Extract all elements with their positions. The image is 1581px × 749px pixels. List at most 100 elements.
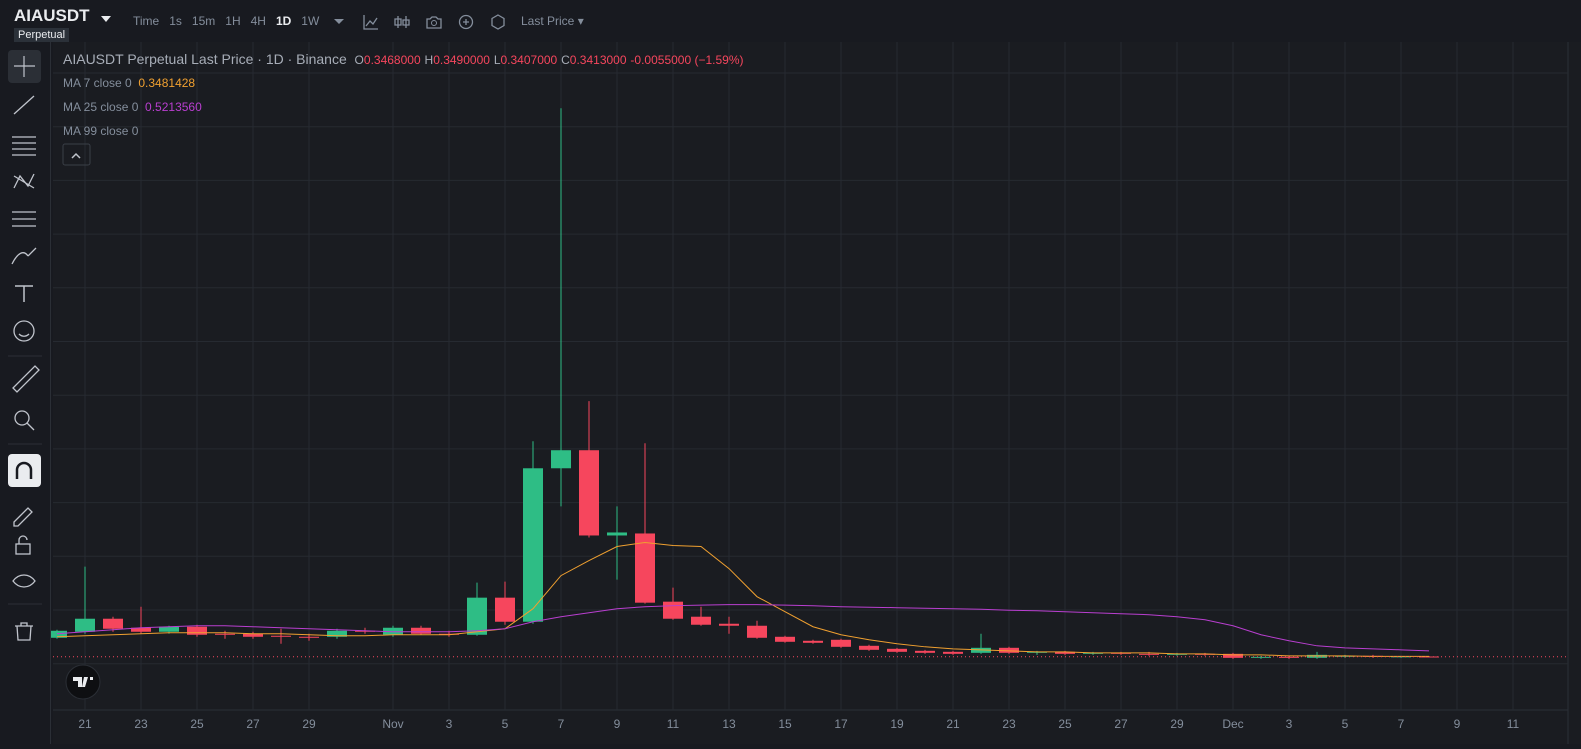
- interval-button[interactable]: 15m: [191, 14, 216, 28]
- interval-button[interactable]: 1D: [275, 14, 292, 28]
- candle-body: [467, 597, 487, 635]
- pattern-tool[interactable]: [13, 173, 35, 189]
- candle-body: [327, 630, 347, 637]
- candle-body: [383, 627, 403, 635]
- chart-type-icon[interactable]: [394, 16, 410, 28]
- close-label: C: [561, 53, 570, 67]
- candle-body: [859, 645, 879, 650]
- x-tick-label: 27: [1114, 717, 1128, 731]
- candle-body: [523, 468, 543, 622]
- visibility-tool[interactable]: [12, 574, 36, 588]
- candle-body: [1251, 656, 1271, 658]
- candle-body: [47, 630, 67, 638]
- candle-body: [915, 650, 935, 653]
- zoom-tool[interactable]: [14, 410, 30, 426]
- chart-legend: AIAUSDT Perpetual Last Price · 1D · Bina…: [63, 51, 744, 67]
- candle-body: [1195, 653, 1215, 655]
- collapse-icon: [71, 152, 81, 159]
- snapshot-lens: [431, 20, 437, 26]
- lock-drawing-tool[interactable]: [13, 507, 33, 527]
- top-toolbar: AIAUSDT Perpetual Time 1s 15m 1H 4H 1D 1W Last…: [0, 0, 1581, 42]
- text-tool[interactable]: [15, 285, 33, 302]
- brush-tool[interactable]: [11, 247, 37, 265]
- candle-body: [243, 633, 263, 637]
- x-tick-label: 9: [1454, 717, 1461, 731]
- ma-legend: MA 25 close 0 0.5213560: [63, 100, 202, 114]
- candle-body: [691, 616, 711, 625]
- candle-body: [159, 626, 179, 632]
- x-tick-label: 23: [134, 717, 148, 731]
- x-tick-label: 17: [834, 717, 848, 731]
- symbol-dropdown[interactable]: [101, 16, 111, 22]
- candle-body: [1279, 656, 1299, 658]
- x-tick-label: 7: [1398, 717, 1405, 731]
- change-value: -0.0055000 (−1.59%): [630, 53, 744, 67]
- candle-body: [75, 618, 95, 632]
- emoji-smile: [18, 333, 30, 337]
- price-type-label: Last Price: [521, 14, 575, 28]
- price-type[interactable]: Last Price ▾: [521, 14, 584, 28]
- candle-body: [1167, 653, 1187, 655]
- high-value: 0.3490000: [433, 53, 490, 67]
- candle-body: [299, 636, 319, 638]
- logo-glyph: [73, 677, 93, 687]
- candle-body: [747, 625, 767, 638]
- candle-body: [1027, 651, 1047, 653]
- x-tick-label: 29: [1170, 717, 1184, 731]
- trendline-tool[interactable]: [13, 95, 35, 115]
- x-tick-label: 29: [302, 717, 316, 731]
- legend-title: AIAUSDT Perpetual Last Price · 1D · Bina…: [63, 51, 347, 67]
- add-icon[interactable]: [458, 14, 474, 30]
- x-tick-label: 15: [778, 717, 792, 731]
- open-label: O: [354, 53, 364, 67]
- candle-body: [887, 648, 907, 652]
- candle-body: [131, 627, 151, 632]
- crosshair-icon: [14, 56, 35, 77]
- ma-label: MA 25 close 0: [63, 100, 139, 114]
- interval-button[interactable]: Time: [133, 14, 160, 28]
- symbol[interactable]: AIAUSDT: [14, 6, 90, 25]
- x-tick-label: 9: [614, 717, 621, 731]
- projection-tool[interactable]: [12, 211, 36, 227]
- fib-tool[interactable]: [12, 136, 36, 156]
- x-tick-label: 5: [1342, 717, 1349, 731]
- interval-button[interactable]: 1s: [169, 14, 182, 28]
- more-intervals[interactable]: [334, 19, 344, 24]
- high-label: H: [424, 53, 434, 67]
- ruler-tool[interactable]: [12, 365, 40, 393]
- delete-tool[interactable]: [15, 622, 33, 641]
- snapshot-icon[interactable]: [426, 16, 442, 29]
- ma-label: MA 99 close 0: [63, 124, 139, 138]
- interval-button[interactable]: 1W: [301, 14, 320, 28]
- candle-body: [411, 627, 431, 634]
- drawing-tools: [8, 50, 42, 641]
- settings-icon[interactable]: [491, 14, 505, 30]
- interval-button[interactable]: 4H: [250, 14, 266, 28]
- toolbar-icons: [334, 14, 505, 30]
- collapse-legend-button[interactable]: [62, 143, 91, 166]
- x-tick-label: 11: [1507, 717, 1520, 731]
- interval-button[interactable]: 1H: [225, 14, 241, 28]
- low-label: L: [493, 53, 501, 67]
- ma-value: 0.3481428: [138, 76, 196, 90]
- candle-body: [971, 647, 991, 653]
- unlock-tool[interactable]: [15, 543, 31, 555]
- candle-body: [943, 651, 963, 654]
- zoom-handle: [26, 422, 35, 431]
- open-value: 0.3468000: [363, 53, 421, 67]
- emoji-tool[interactable]: [13, 320, 35, 342]
- candle-body: [1111, 652, 1131, 654]
- drawing-toolbar: [0, 42, 51, 744]
- magnet-tool[interactable]: [8, 454, 41, 487]
- candle-body: [775, 636, 795, 642]
- indicators-icon[interactable]: [363, 15, 378, 30]
- x-tick-label: 7: [558, 717, 565, 731]
- magnet-icon: [15, 461, 33, 479]
- x-tick-label: 23: [1002, 717, 1016, 731]
- x-tick-label: Nov: [382, 717, 403, 731]
- candle-body: [579, 450, 599, 536]
- close-value: 0.3413000: [569, 53, 627, 67]
- candle-body: [663, 601, 683, 619]
